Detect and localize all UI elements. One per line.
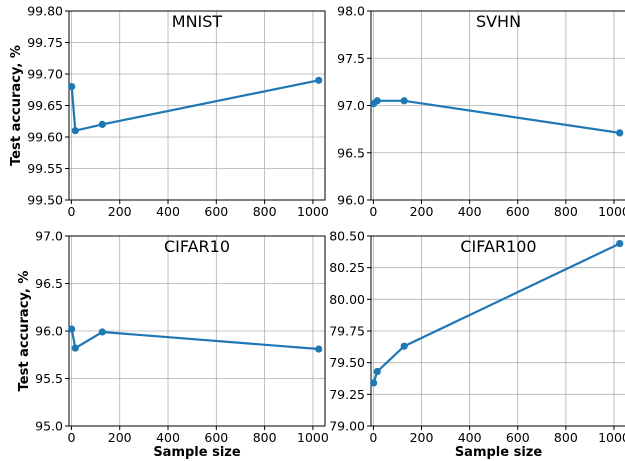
chart-title: SVHN — [476, 12, 521, 31]
data-point — [373, 97, 381, 105]
x-tick-label: 200 — [108, 204, 132, 219]
y-axis-label: Test accuracy, % — [9, 45, 24, 166]
x-tick-label: 600 — [204, 430, 228, 445]
panel-mnist: 0 200 400 600 800 1000 99.50 99.55 99.60 99.65 99.… — [9, 4, 329, 220]
x-tick-label: 200 — [108, 430, 132, 445]
x-tick-label: 0 — [369, 430, 377, 445]
y-tick-label: 79.25 — [329, 387, 365, 402]
data-point — [68, 83, 76, 91]
x-tick-label: 0 — [67, 430, 75, 445]
panel-cifar10: 0 200 400 600 800 1000 95.0 95.5 96.0 96.5 97.0 CIF… — [17, 229, 329, 461]
data-point — [71, 344, 79, 352]
x-axis-label: Sample size — [153, 445, 241, 460]
panel-cifar100: 0 200 400 600 800 1000 79.00 79.25 79.50 79.75 80.… — [329, 229, 625, 460]
y-tick-label: 99.55 — [27, 161, 63, 176]
x-tick-label: 1000 — [297, 204, 329, 219]
chart-title: CIFAR10 — [164, 237, 230, 256]
data-point — [98, 328, 106, 336]
y-tick-label: 97.0 — [35, 229, 63, 244]
y-tick-label: 99.75 — [27, 35, 63, 50]
data-point — [68, 325, 76, 333]
y-tick-label: 80.25 — [329, 260, 365, 275]
series-line — [70, 328, 319, 351]
y-tick-label: 98.0 — [337, 4, 365, 19]
x-tick-label: 400 — [156, 204, 180, 219]
x-tick-label: 1000 — [598, 204, 625, 219]
y-tick-label: 99.70 — [27, 67, 63, 82]
data-point — [98, 120, 106, 128]
x-tick-label: 600 — [204, 204, 228, 219]
x-tick-label: 200 — [410, 204, 434, 219]
data-point — [315, 76, 323, 84]
y-tick-label: 79.00 — [329, 419, 365, 434]
x-tick-label: 600 — [506, 204, 530, 219]
x-tick-label: 400 — [458, 204, 482, 219]
y-tick-label: 99.80 — [27, 4, 63, 19]
data-point — [315, 345, 323, 353]
y-tick-label: 80.50 — [329, 229, 365, 244]
panel-svhn: 0 200 400 600 800 1000 96.0 96.5 97.0 97.5 98.0 SVH… — [337, 4, 625, 219]
data-point — [71, 127, 79, 135]
x-tick-label: 0 — [67, 204, 75, 219]
x-tick-label: 1000 — [598, 430, 625, 445]
y-tick-label: 99.65 — [27, 98, 63, 113]
x-tick-label: 0 — [369, 204, 377, 219]
y-tick-label: 95.5 — [35, 371, 63, 386]
data-point — [400, 342, 408, 350]
series-line — [70, 79, 319, 133]
data-point — [616, 129, 624, 137]
y-tick-label: 99.50 — [27, 193, 63, 208]
y-tick-label: 95.0 — [35, 419, 63, 434]
data-point — [370, 379, 378, 387]
x-tick-label: 800 — [253, 204, 277, 219]
chart-title: MNIST — [172, 12, 223, 31]
y-tick-label: 96.5 — [35, 276, 63, 291]
data-point — [616, 240, 624, 248]
x-tick-label: 200 — [410, 430, 434, 445]
x-tick-label: 400 — [458, 430, 482, 445]
x-tick-label: 600 — [506, 430, 530, 445]
x-tick-label: 1000 — [297, 430, 329, 445]
y-tick-label: 97.5 — [337, 51, 365, 66]
y-tick-label: 79.75 — [329, 324, 365, 339]
x-tick-label: 400 — [156, 430, 180, 445]
x-tick-label: 800 — [253, 430, 277, 445]
y-tick-label: 96.5 — [337, 145, 365, 160]
chart-title: CIFAR100 — [460, 237, 536, 256]
y-tick-label: 96.0 — [35, 324, 63, 339]
x-axis-label: Sample size — [455, 445, 543, 460]
x-tick-label: 800 — [554, 430, 578, 445]
y-tick-label: 96.0 — [337, 193, 365, 208]
y-tick-label: 97.0 — [337, 98, 365, 113]
x-tick-label: 800 — [554, 204, 578, 219]
y-axis-label: Test accuracy, % — [17, 271, 32, 392]
data-point — [400, 97, 408, 105]
y-tick-label: 99.60 — [27, 130, 63, 145]
y-tick-label: 79.50 — [329, 355, 365, 370]
data-point — [373, 367, 381, 376]
series-line — [372, 242, 621, 384]
y-tick-label: 80.00 — [329, 292, 365, 307]
